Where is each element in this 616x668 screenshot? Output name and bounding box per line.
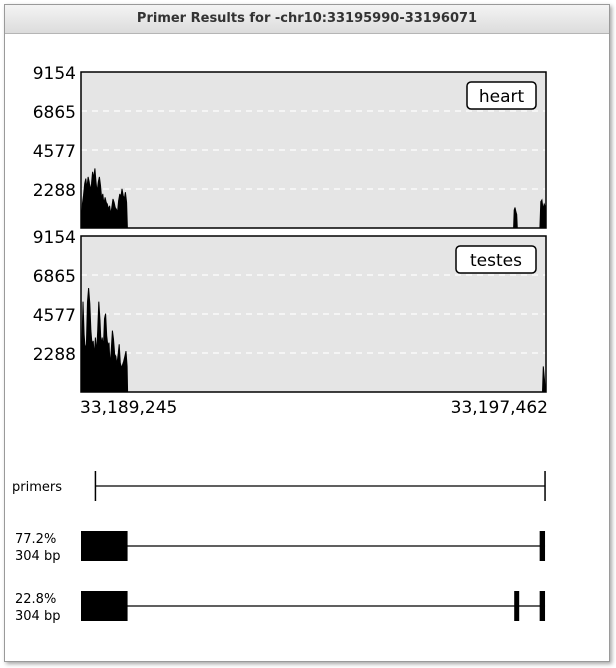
exon-block	[81, 531, 128, 561]
primer-results-window: Primer Results for -chr10:33195990-33196…	[4, 4, 610, 662]
legend-box-heart	[466, 81, 537, 110]
legend-label-testes: testes	[470, 251, 522, 271]
plot-frame-testes	[80, 235, 547, 393]
legend-box-testes	[455, 245, 537, 274]
x-tick-label: 33,189,245	[80, 398, 177, 418]
y-tick-label: 6865	[33, 103, 76, 123]
window-title: Primer Results for -chr10:33195990-33196…	[5, 5, 609, 34]
exon-block	[81, 591, 128, 621]
coverage-area-testes	[80, 287, 129, 393]
track-label-primers: primers	[12, 480, 62, 495]
isoform-size: 304 bp	[15, 609, 60, 624]
y-tick-label: 4577	[33, 306, 76, 326]
y-tick-label: 2288	[33, 345, 76, 365]
y-tick-label: 9154	[33, 228, 76, 248]
exon-block	[539, 591, 546, 621]
plot-frame-heart	[80, 71, 547, 229]
legend-label-heart: heart	[479, 87, 525, 107]
exon-block	[539, 531, 546, 561]
isoform-size: 304 bp	[15, 549, 60, 564]
y-tick-label: 2288	[33, 181, 76, 201]
exon-block	[514, 591, 520, 621]
primer-results-figure: 9154 6865 4577 2288 heart 9154 6865 4577 2288 tes…	[12, 64, 548, 624]
isoform-percent: 77.2%	[15, 532, 56, 547]
y-tick-label: 9154	[33, 64, 76, 84]
y-tick-label: 4577	[33, 142, 76, 162]
coverage-area-heart	[80, 168, 128, 229]
isoform-percent: 22.8%	[15, 592, 56, 607]
y-tick-label: 6865	[33, 267, 76, 287]
x-tick-label: 33,197,462	[451, 398, 548, 418]
